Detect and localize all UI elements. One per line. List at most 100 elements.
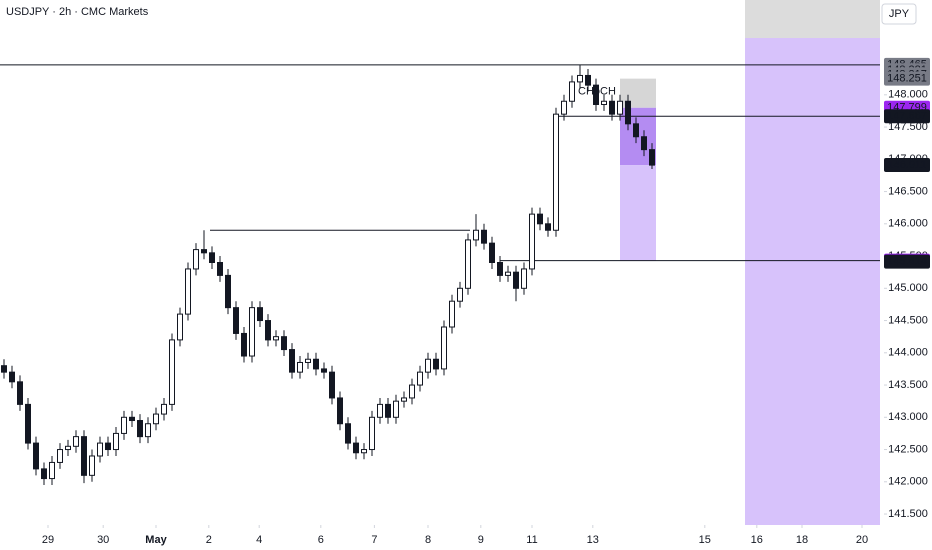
x-tick-label: 13 bbox=[587, 534, 599, 546]
x-tick-label: 29 bbox=[42, 534, 54, 546]
price-label-box bbox=[884, 254, 930, 269]
candle-body bbox=[249, 307, 255, 357]
future-top-zone bbox=[745, 0, 880, 38]
candle-body bbox=[209, 252, 215, 263]
candle-body bbox=[385, 403, 391, 418]
price-label: 146.911 bbox=[888, 159, 927, 171]
x-tick-label: 2 bbox=[206, 534, 212, 546]
candle-body bbox=[393, 400, 399, 418]
x-tick-label: 16 bbox=[751, 534, 763, 546]
y-tick-label: 141.500 bbox=[888, 508, 928, 520]
candle-body bbox=[257, 307, 263, 322]
candle-body bbox=[153, 413, 159, 425]
candle-body bbox=[137, 420, 143, 438]
candle-body bbox=[409, 384, 415, 399]
candle-body bbox=[105, 442, 111, 451]
x-tick-label: 7 bbox=[371, 534, 377, 546]
candle-body bbox=[505, 271, 511, 276]
future-zone bbox=[745, 38, 880, 525]
candle-body bbox=[161, 403, 167, 415]
candle-body bbox=[169, 339, 175, 405]
candle-body bbox=[57, 449, 63, 463]
candle-body bbox=[481, 229, 487, 244]
price-label-box bbox=[884, 109, 930, 124]
candle-body bbox=[41, 468, 47, 480]
candle-body bbox=[449, 300, 455, 328]
y-tick-label: 142.000 bbox=[888, 476, 928, 488]
candle-body bbox=[361, 449, 367, 454]
x-tick-label: 18 bbox=[796, 534, 808, 546]
candle-body bbox=[377, 403, 383, 418]
candle-body bbox=[265, 320, 271, 341]
zone bbox=[620, 165, 656, 261]
candle-body bbox=[521, 268, 527, 289]
x-tick-label: May bbox=[145, 534, 167, 546]
y-tick-label: 148.000 bbox=[888, 89, 928, 101]
candle-body bbox=[441, 326, 447, 370]
candle-body bbox=[73, 436, 79, 447]
candle-body bbox=[433, 358, 439, 370]
y-tick-label: 146.500 bbox=[888, 185, 928, 197]
y-tick-label: 144.500 bbox=[888, 314, 928, 326]
candle-body bbox=[33, 442, 39, 470]
candle-body bbox=[529, 213, 535, 270]
candle-body bbox=[185, 268, 191, 315]
candle-body bbox=[489, 242, 495, 264]
candle-body bbox=[113, 432, 119, 451]
candle-body bbox=[201, 249, 207, 254]
candle-body bbox=[561, 100, 567, 115]
candle-body bbox=[65, 445, 71, 451]
candle-body bbox=[177, 313, 183, 341]
y-tick-label: 146.000 bbox=[888, 218, 928, 230]
y-tick-label: 145.000 bbox=[888, 282, 928, 294]
x-tick-label: 8 bbox=[425, 534, 431, 546]
candle-body bbox=[401, 397, 407, 402]
candle-body bbox=[369, 416, 375, 451]
candle-body bbox=[241, 332, 247, 357]
candle-body bbox=[129, 416, 135, 422]
candle-body bbox=[145, 423, 151, 438]
y-tick-label: 143.000 bbox=[888, 411, 928, 423]
candle-body bbox=[225, 274, 231, 309]
candle-body bbox=[609, 100, 615, 115]
candle-body bbox=[297, 361, 303, 373]
x-tick-label: 9 bbox=[478, 534, 484, 546]
candle-body bbox=[417, 371, 423, 386]
x-tick-label: 20 bbox=[856, 534, 868, 546]
price-label-box bbox=[884, 71, 930, 86]
candle-body bbox=[473, 229, 479, 241]
candle-body bbox=[121, 416, 127, 434]
candle-body bbox=[545, 223, 551, 231]
candle-body bbox=[193, 249, 199, 270]
candle-body bbox=[281, 336, 287, 351]
candle-body bbox=[641, 136, 647, 151]
x-tick-label: 6 bbox=[318, 534, 324, 546]
candle-body bbox=[305, 358, 311, 363]
y-tick-label: 147.500 bbox=[888, 121, 928, 133]
candle-body bbox=[97, 442, 103, 457]
candle-body bbox=[217, 262, 223, 276]
candle-body bbox=[1, 365, 7, 373]
candle-body bbox=[81, 436, 87, 476]
price-axis bbox=[880, 0, 932, 550]
x-tick-label: 11 bbox=[526, 534, 537, 546]
candle-body bbox=[345, 423, 351, 444]
y-tick-label: 143.500 bbox=[888, 379, 928, 391]
annotation: CHoCH bbox=[578, 85, 616, 97]
price-label-box bbox=[884, 158, 930, 173]
candle-body bbox=[633, 123, 639, 138]
candle-body bbox=[313, 358, 319, 370]
candle-body bbox=[337, 397, 343, 425]
candle-body bbox=[329, 371, 335, 399]
candle-body bbox=[353, 442, 359, 454]
candle-body bbox=[17, 381, 23, 405]
candle-body bbox=[537, 213, 543, 225]
candle-body bbox=[497, 262, 503, 276]
price-label: 145.414 bbox=[887, 256, 927, 268]
candle-body bbox=[425, 358, 431, 373]
candle-body bbox=[601, 100, 607, 105]
currency-box[interactable] bbox=[881, 3, 917, 25]
candle-body bbox=[465, 239, 471, 289]
candle-body bbox=[577, 74, 583, 83]
